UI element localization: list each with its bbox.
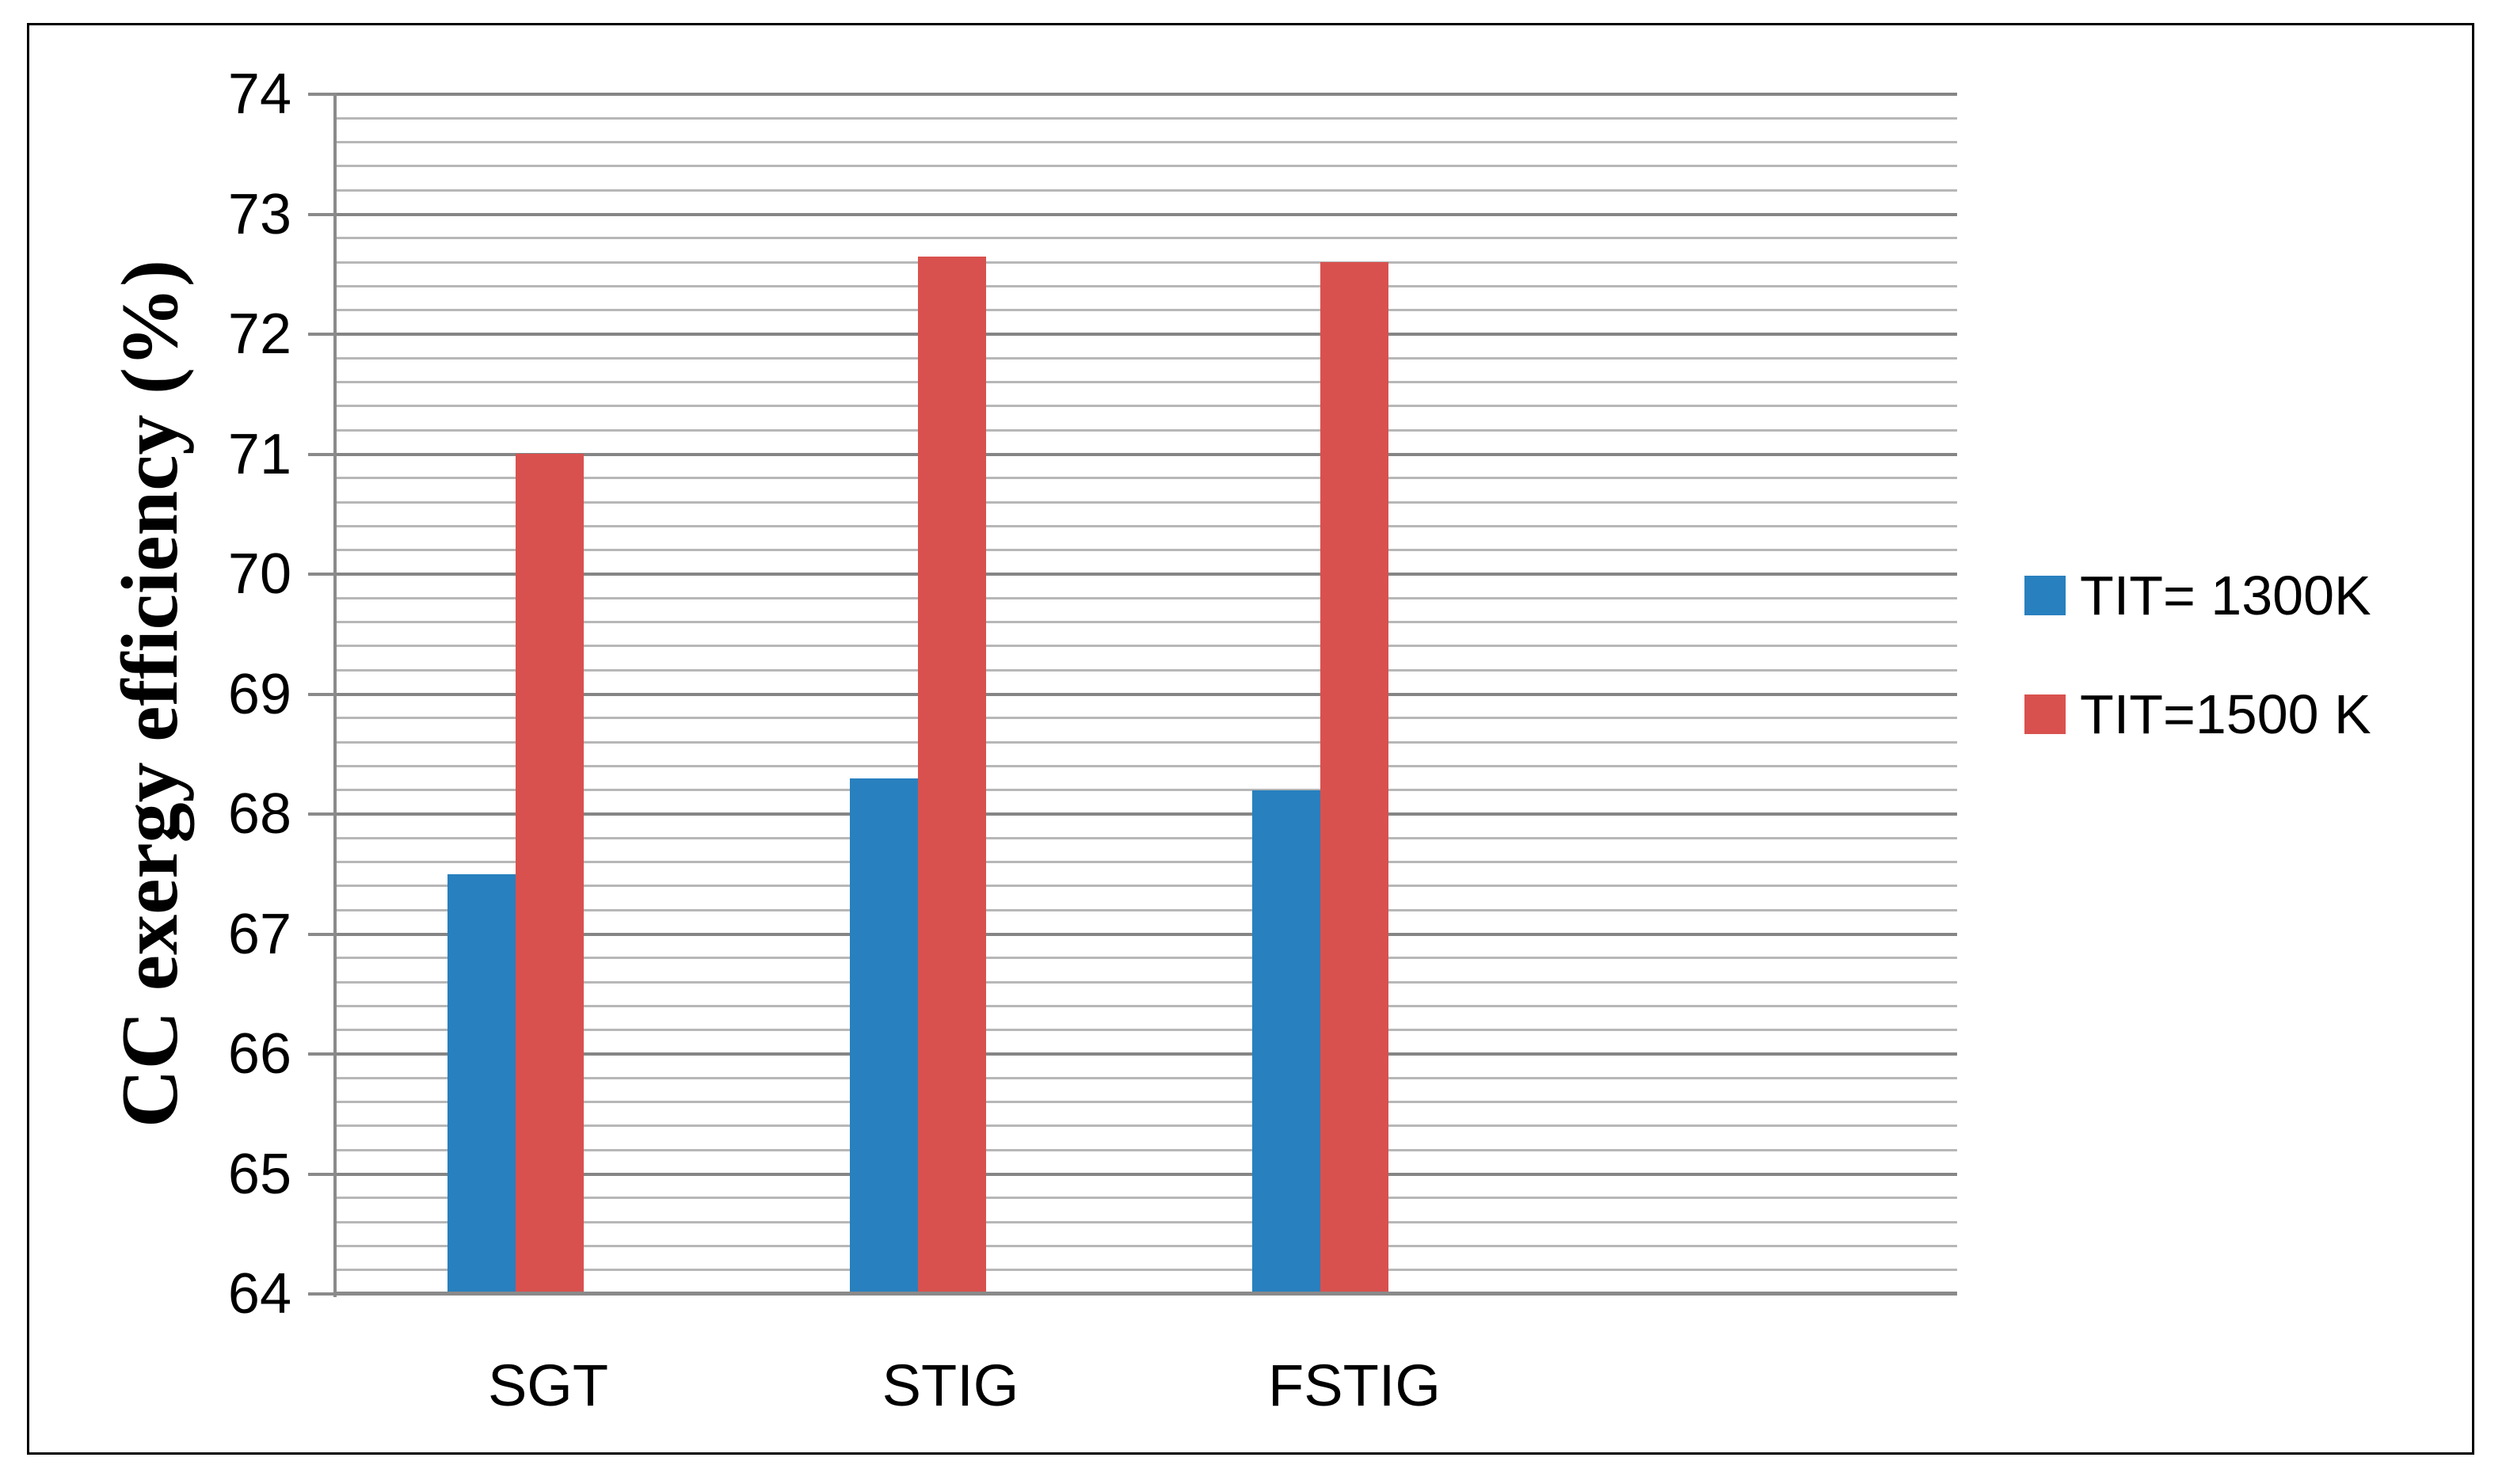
minor-gridline (337, 645, 1957, 648)
x-axis-label-fstig: FSTIG (1268, 1353, 1441, 1418)
y-axis-tick (308, 1052, 337, 1056)
minor-gridline (337, 1244, 1957, 1247)
major-gridline (337, 333, 1957, 336)
minor-gridline (337, 1220, 1957, 1223)
minor-gridline (337, 284, 1957, 287)
plot-area: 64 65 66 67 68 69 70 71 72 73 74 SGT STIG FSTIG (228, 64, 1957, 1417)
y-axis-tick (308, 1292, 337, 1296)
minor-gridline (337, 405, 1957, 408)
y-axis-tick (308, 692, 337, 696)
legend-item-1: TIT= 1300K (2024, 564, 2371, 627)
legend-label-series2: TIT=1500 K (2080, 683, 2371, 745)
minor-gridline (337, 668, 1957, 672)
minor-gridline (337, 1004, 1957, 1007)
legend: TIT= 1300K TIT=1500 K (2024, 0, 2500, 1484)
major-gridline (337, 1172, 1957, 1176)
major-gridline (337, 812, 1957, 816)
major-gridline (337, 1052, 1957, 1056)
legend-swatch-series2 (2024, 694, 2066, 734)
y-axis-tick (308, 932, 337, 936)
y-tick-label: 71 (227, 422, 291, 486)
bar-fstig-series1 (1252, 790, 1320, 1294)
y-axis-tick (308, 212, 337, 216)
bar-sgt-series2 (516, 454, 584, 1294)
minor-gridline (337, 116, 1957, 120)
minor-gridline (337, 1148, 1957, 1151)
minor-gridline (337, 261, 1957, 264)
minor-gridline (337, 789, 1957, 792)
major-gridline (337, 452, 1957, 456)
minor-gridline (337, 885, 1957, 888)
y-axis-tick (308, 812, 337, 816)
minor-gridline (337, 861, 1957, 864)
y-tick-label: 67 (227, 902, 291, 966)
y-tick-label: 69 (227, 662, 291, 726)
minor-gridline (337, 980, 1957, 984)
y-tick-label: 64 (227, 1262, 291, 1326)
x-axis-label-sgt: SGT (487, 1353, 609, 1418)
y-tick-label: 73 (227, 182, 291, 246)
minor-gridline (337, 1269, 1957, 1272)
y-tick-label: 68 (227, 782, 291, 846)
major-gridline (337, 692, 1957, 696)
minor-gridline (337, 957, 1957, 960)
minor-gridline (337, 309, 1957, 312)
y-tick-label: 72 (227, 303, 291, 366)
bar-sgt-series1 (448, 874, 516, 1294)
minor-gridline (337, 908, 1957, 911)
minor-gridline (337, 1124, 1957, 1128)
bar-stig-series2 (918, 257, 986, 1294)
minor-gridline (337, 549, 1957, 552)
bar-stig-series1 (850, 778, 918, 1294)
x-axis-label-stig: STIG (882, 1353, 1019, 1418)
bar-fstig-series2 (1320, 262, 1388, 1294)
major-gridline (337, 212, 1957, 216)
minor-gridline (337, 141, 1957, 144)
minor-gridline (337, 381, 1957, 384)
minor-gridline (337, 500, 1957, 504)
minor-gridline (337, 740, 1957, 744)
y-tick-label: 70 (227, 542, 291, 606)
y-axis-tick (308, 93, 337, 96)
minor-gridline (337, 188, 1957, 192)
minor-gridline (337, 836, 1957, 839)
minor-gridline (337, 237, 1957, 240)
x-axis-line (333, 1292, 1957, 1296)
legend-swatch-series1 (2024, 576, 2066, 615)
minor-gridline (337, 717, 1957, 720)
y-axis-tick (308, 452, 337, 456)
y-tick-label: 65 (227, 1142, 291, 1206)
y-tick-label: 66 (227, 1022, 291, 1086)
y-axis-tick (308, 573, 337, 576)
minor-gridline (337, 1197, 1957, 1200)
y-axis-tick (308, 333, 337, 336)
minor-gridline (337, 477, 1957, 480)
major-gridline (337, 573, 1957, 576)
minor-gridline (337, 1076, 1957, 1079)
y-axis-tick (308, 1172, 337, 1176)
minor-gridline (337, 764, 1957, 767)
minor-gridline (337, 428, 1957, 432)
minor-gridline (337, 596, 1957, 599)
major-gridline (337, 93, 1957, 96)
legend-item-2: TIT=1500 K (2024, 683, 2371, 746)
minor-gridline (337, 1029, 1957, 1032)
minor-gridline (337, 621, 1957, 624)
minor-gridline (337, 165, 1957, 168)
minor-gridline (337, 356, 1957, 360)
major-gridline (337, 932, 1957, 936)
legend-label-series1: TIT= 1300K (2080, 565, 2371, 626)
minor-gridline (337, 1101, 1957, 1104)
y-tick-label: 74 (227, 63, 291, 126)
minor-gridline (337, 524, 1957, 527)
outer-border (27, 23, 2474, 1455)
